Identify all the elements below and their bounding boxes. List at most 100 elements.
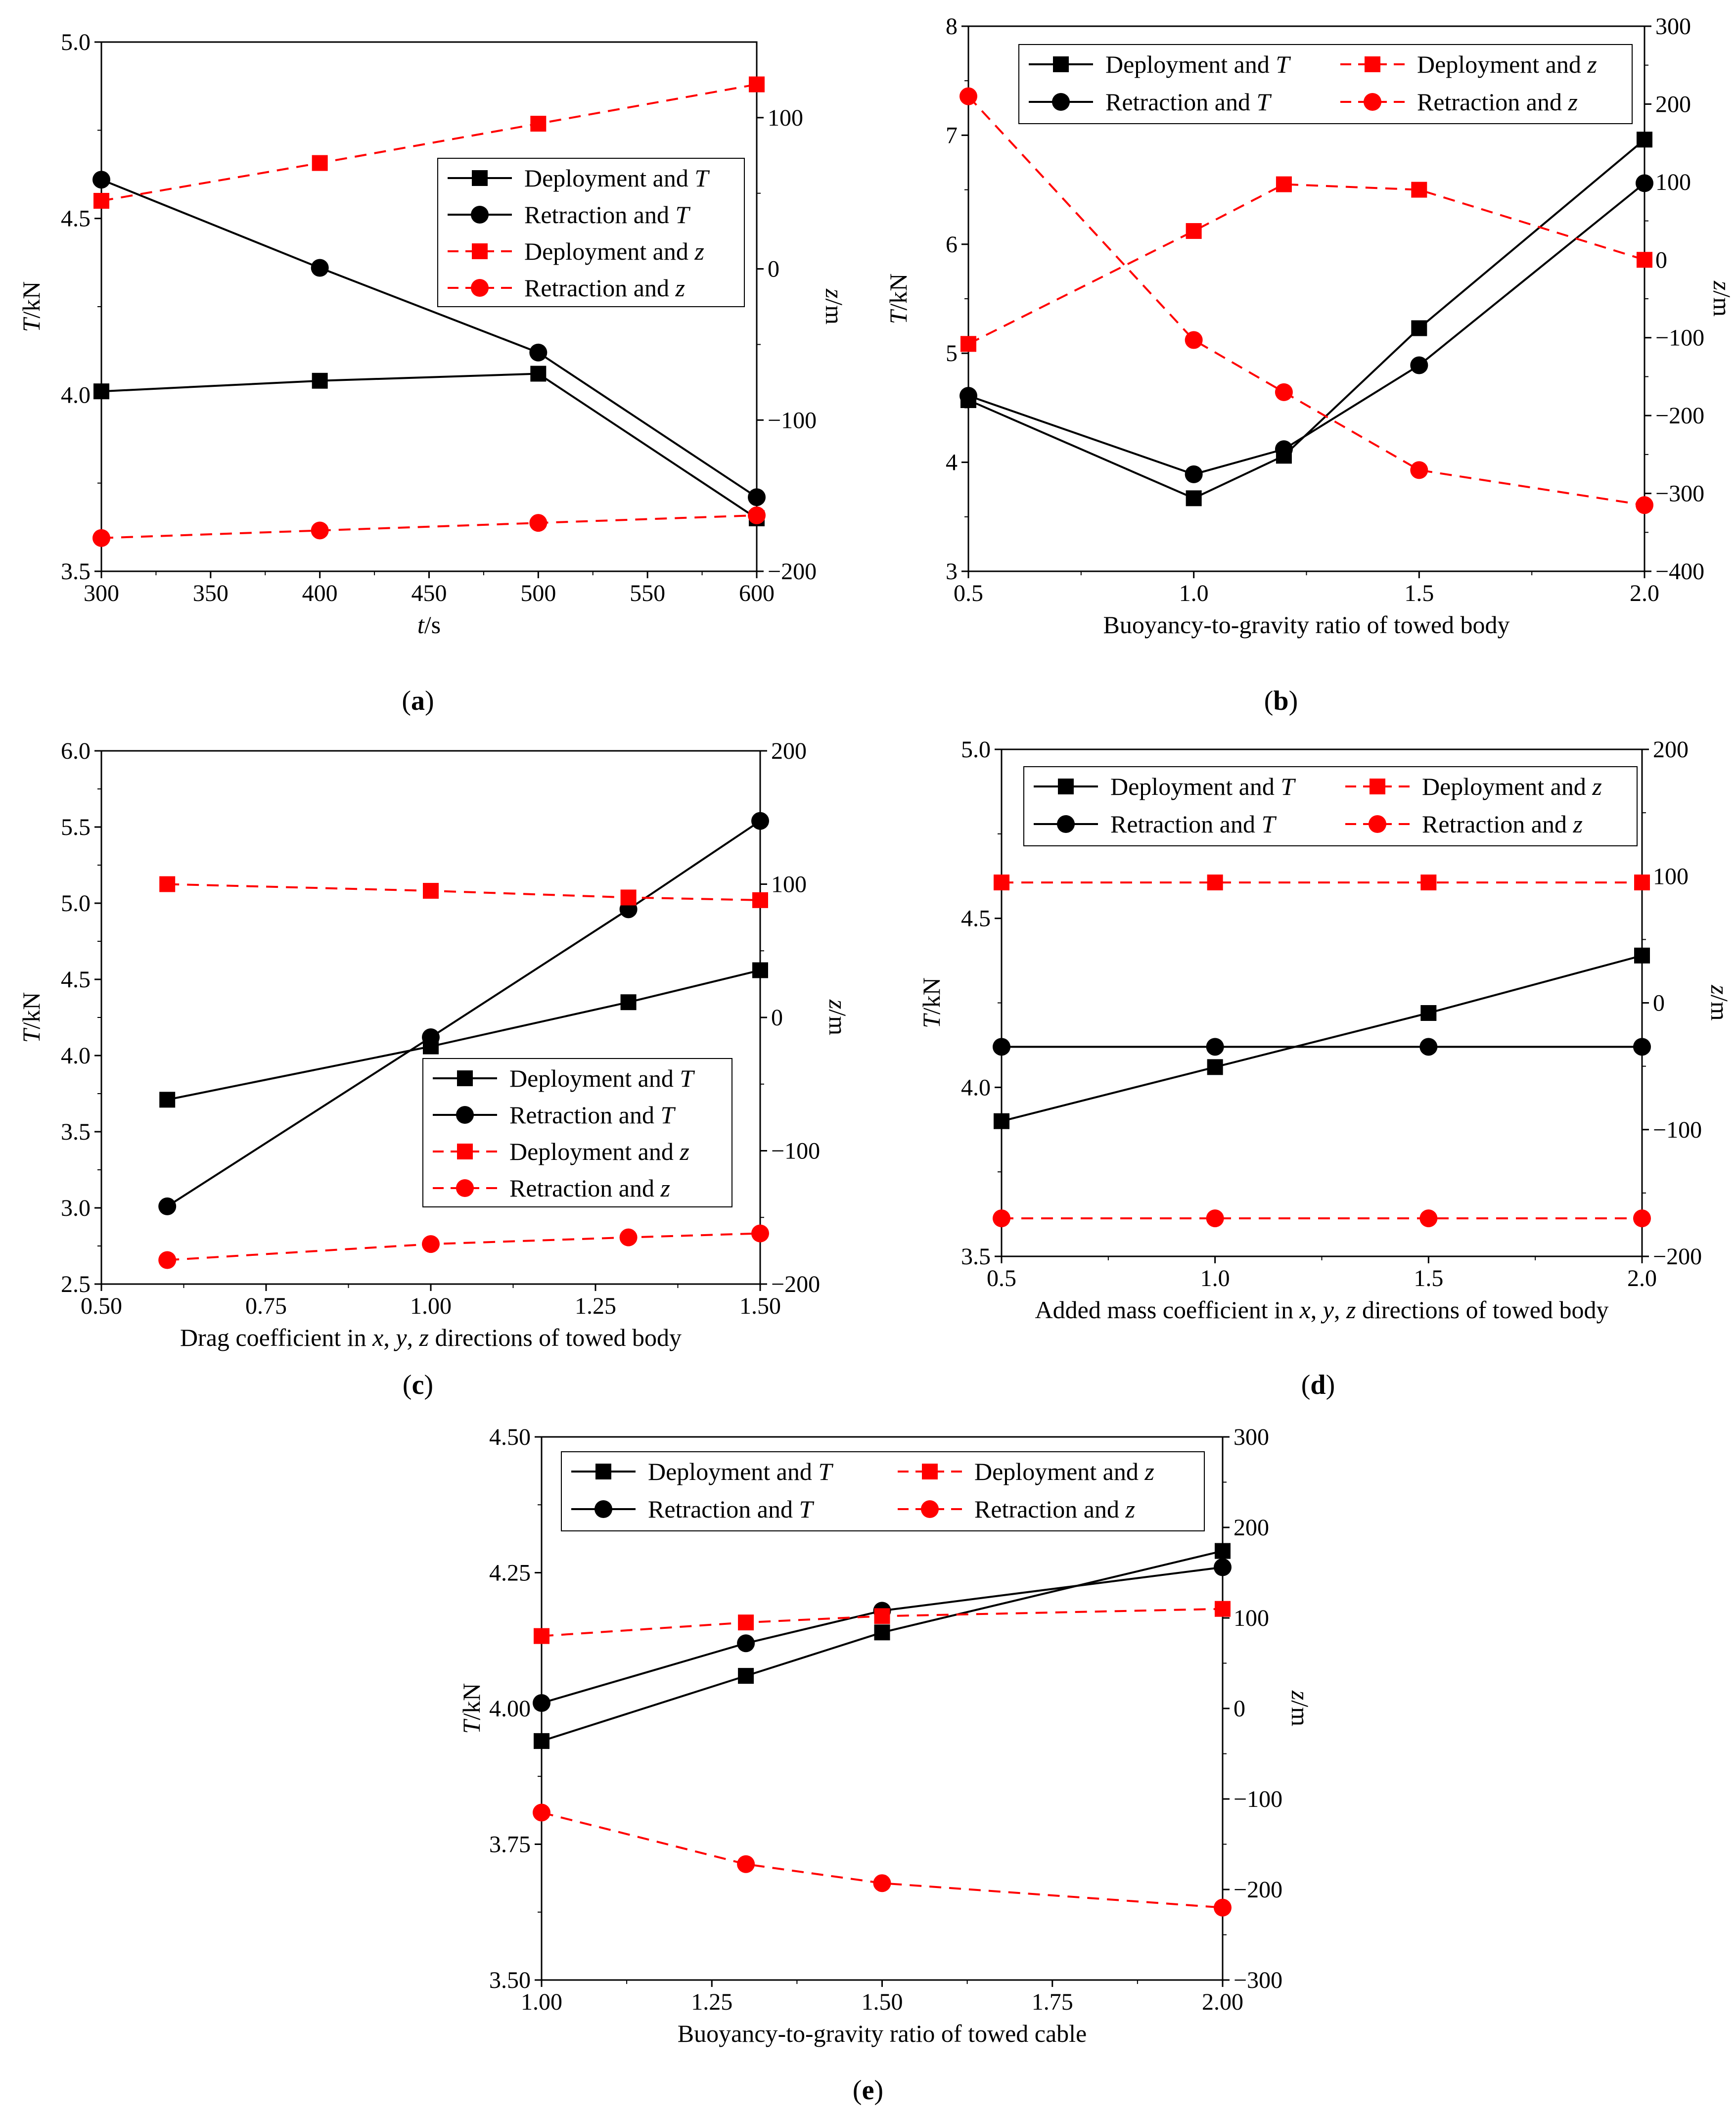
x-tick-label: 1.50 <box>862 1989 903 2015</box>
caption-paren: ) <box>874 2075 883 2106</box>
panel-caption: (c) <box>403 1370 433 1400</box>
series-line <box>167 883 761 901</box>
circle-marker <box>1275 440 1293 459</box>
circle-marker <box>993 1038 1010 1056</box>
chart-panel-a: 300 350 400 450 500 550 600 3.5 4.0 4.5 5.0 −200 −10… <box>17 29 848 716</box>
series-2 <box>993 1038 1651 1056</box>
italic-symbol: T <box>884 309 912 324</box>
legend-marker <box>922 1464 938 1479</box>
italic-symbol: z <box>1567 88 1577 116</box>
italic-symbol: y <box>1321 1296 1334 1324</box>
chart-panel-c: 0.50 0.75 1.00 1.25 1.50 2.5 3.0 3.5 4.0 4.5 5.0 5.… <box>17 738 852 1400</box>
square-marker <box>1207 1059 1223 1075</box>
x-axis-label: Drag coefficient in x, y, z directions o… <box>180 1324 682 1351</box>
square-marker <box>530 366 547 382</box>
square-marker <box>534 1628 549 1644</box>
caption-paren: ( <box>403 1370 412 1400</box>
chart-panel-e: 1.00 1.25 1.50 1.75 2.00 3.50 3.75 4.00 4.25 4.50… <box>457 1424 1314 2106</box>
caption-paren: ( <box>853 2075 862 2106</box>
circle-marker <box>873 1874 891 1892</box>
italic-symbol: T <box>694 164 710 192</box>
label-text: Deployment and <box>1105 50 1276 78</box>
italic-symbol: z <box>679 1138 689 1165</box>
legend-label: Deployment and z <box>509 1138 689 1165</box>
square-marker <box>994 875 1009 891</box>
label-text: Retraction and <box>648 1495 799 1523</box>
y-left-tick-label: 3.5 <box>961 1244 991 1270</box>
italic-symbol: T <box>818 1458 833 1485</box>
y-right-axis-label: z/m <box>1708 280 1736 317</box>
panel-caption: (b) <box>1264 686 1298 716</box>
square-marker <box>1207 875 1223 891</box>
circle-marker <box>1275 383 1293 401</box>
circle-marker <box>1633 1209 1651 1228</box>
series-line <box>968 183 1645 345</box>
y-right-tick-label: 300 <box>1233 1424 1269 1450</box>
square-marker <box>738 1614 754 1631</box>
x-tick-label: 1.25 <box>691 1989 732 2015</box>
circle-marker <box>158 1251 177 1269</box>
square-marker <box>1186 490 1202 507</box>
y-left-axis-label: T/kN <box>457 1683 485 1734</box>
circle-marker <box>1419 1209 1438 1228</box>
x-tick-label: 2.0 <box>1630 580 1659 606</box>
y-left-tick-label: 3.5 <box>61 1119 91 1145</box>
y-left-tick-label: 3 <box>946 558 958 585</box>
label-text: Retraction and <box>1110 810 1261 838</box>
circle-marker <box>1214 1558 1232 1576</box>
circle-marker <box>422 1028 440 1047</box>
y-right-tick-label: 100 <box>1655 169 1691 195</box>
caption-letter: b <box>1273 686 1288 716</box>
x-tick-label: 550 <box>630 580 665 606</box>
y-left-tick-label: 5.0 <box>961 737 991 763</box>
y-right-tick-label: 0 <box>1655 247 1667 273</box>
circle-marker <box>748 506 766 524</box>
y-left-tick-label: 4.50 <box>489 1424 531 1450</box>
circle-marker <box>1636 496 1653 514</box>
y-left-axis-label: T/kN <box>17 992 45 1043</box>
x-axis-label: Buoyancy-to-gravity ratio of towed body <box>1103 611 1509 639</box>
label-text: Deployment and <box>1422 773 1592 800</box>
series-line <box>968 138 1645 500</box>
legend-label: Retraction and T <box>1105 88 1272 116</box>
x-tick-label: 1.00 <box>521 1989 562 2015</box>
circle-marker <box>311 521 329 540</box>
label-text: /kN <box>457 1683 485 1720</box>
label-text: Added mass coefficient in <box>1035 1296 1300 1324</box>
y-left-tick-label: 4.0 <box>61 1043 91 1069</box>
circle-marker <box>1214 1898 1232 1917</box>
italic-symbol: T <box>17 1027 45 1043</box>
italic-symbol: T <box>1261 810 1277 838</box>
legend-label: Retraction and z <box>1422 810 1583 838</box>
legend-marker <box>456 1106 474 1124</box>
legend-marker <box>1369 815 1386 833</box>
label-text: directions of towed body <box>1356 1296 1608 1324</box>
y-left-tick-label: 3.75 <box>489 1832 531 1858</box>
y-left-tick-label: 4 <box>946 450 958 476</box>
square-marker <box>312 372 328 389</box>
x-tick-label: 1.00 <box>410 1293 452 1319</box>
square-marker <box>159 876 176 892</box>
x-tick-label: 450 <box>411 580 447 606</box>
series-line <box>167 969 761 1101</box>
legend-marker <box>1057 815 1075 833</box>
italic-symbol: T <box>675 201 690 229</box>
legend-label: Retraction and T <box>524 201 690 229</box>
y-left-tick-label: 4.5 <box>61 206 91 232</box>
legend-label: Deployment and T <box>1110 773 1296 800</box>
x-tick-label: 1.5 <box>1414 1265 1443 1291</box>
label-text: Retraction and <box>509 1174 660 1202</box>
label-text: Deployment and <box>524 164 694 192</box>
x-tick-label: 500 <box>520 580 556 606</box>
legend-marker <box>921 1500 939 1518</box>
label-text: directions of towed body <box>429 1324 682 1351</box>
legend-marker <box>1365 56 1380 72</box>
square-marker <box>1634 875 1650 891</box>
y-left-tick-label: 3.5 <box>61 558 91 585</box>
italic-symbol: z <box>821 288 848 298</box>
italic-symbol: z <box>1286 1690 1314 1700</box>
label-text: Drag coefficient in <box>180 1324 372 1351</box>
series-2 <box>92 171 766 507</box>
caption-letter: d <box>1310 1370 1325 1400</box>
